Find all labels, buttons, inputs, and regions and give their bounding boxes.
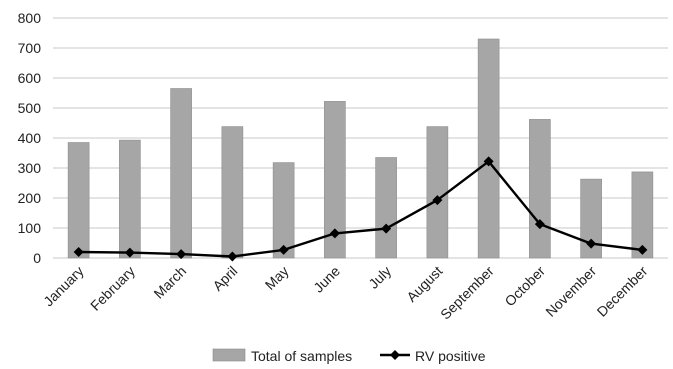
x-tick-label: June	[310, 263, 343, 296]
y-tick-label: 600	[18, 70, 42, 86]
legend-swatch-bar	[212, 348, 246, 362]
y-tick-label: 0	[33, 250, 41, 266]
bar	[67, 142, 90, 259]
x-tick-label: September	[437, 263, 497, 323]
line-point	[227, 251, 238, 262]
line-point	[329, 228, 340, 239]
x-tick-label: February	[87, 263, 138, 314]
line-series-rv-positive	[73, 156, 648, 262]
y-tick-label: 700	[18, 40, 42, 56]
legend: Total of samples RV positive	[212, 348, 486, 364]
line-point	[586, 238, 597, 249]
bar	[375, 157, 397, 259]
x-tick-label: April	[209, 263, 240, 294]
bar	[324, 101, 346, 259]
line-point	[637, 244, 648, 255]
bar	[631, 171, 654, 259]
x-tick-label: October	[501, 263, 548, 310]
series-line	[78, 160, 643, 258]
bar	[170, 88, 192, 259]
y-tick-label: 100	[18, 220, 42, 236]
line-point	[534, 219, 545, 230]
line-point	[176, 249, 187, 260]
line-point	[278, 244, 289, 255]
line-point	[381, 223, 392, 234]
legend-label-total-of-samples: Total of samples	[251, 348, 352, 364]
y-tick-label: 200	[18, 190, 42, 206]
x-tick-label: November	[542, 263, 599, 320]
x-axis: January February March April May June July Augu…	[40, 263, 651, 323]
line-point	[432, 195, 443, 206]
bar	[119, 139, 141, 259]
y-axis: 0 100 200 300 400 500 600 700 800	[18, 10, 42, 266]
x-tick-label: January	[40, 263, 87, 310]
x-tick-label: August	[403, 263, 445, 305]
legend-swatch-marker	[390, 350, 400, 360]
line-point	[124, 247, 135, 258]
legend-label-rv-positive: RV positive	[415, 348, 486, 364]
line-point	[73, 247, 84, 257]
bar	[477, 38, 500, 259]
x-tick-label: December	[594, 263, 651, 320]
bar	[426, 126, 449, 259]
gridlines	[53, 17, 668, 259]
y-tick-label: 500	[18, 100, 42, 116]
bar	[580, 178, 602, 259]
bar-series-total-of-samples	[67, 38, 654, 259]
x-tick-label: May	[262, 263, 292, 293]
bar	[272, 162, 295, 259]
y-tick-label: 400	[18, 130, 42, 146]
line-point	[483, 156, 494, 167]
y-tick-label: 300	[18, 160, 42, 176]
y-tick-label: 800	[18, 10, 42, 26]
x-tick-label: March	[150, 263, 189, 302]
x-tick-label: July	[365, 263, 394, 292]
bar	[529, 119, 551, 259]
bar	[221, 126, 244, 259]
